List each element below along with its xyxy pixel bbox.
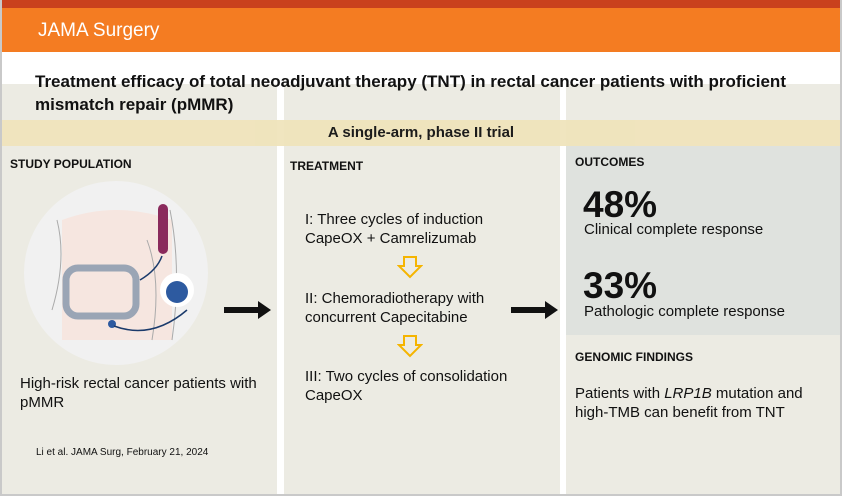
- population-heading: STUDY POPULATION: [10, 157, 132, 171]
- page-title: Treatment efficacy of total neoadjuvant …: [35, 72, 786, 114]
- journal-brand: JAMA Surgery: [38, 20, 160, 41]
- population-text: High-risk rectal cancer patients with pM…: [20, 375, 257, 411]
- outcome-label: Clinical complete response: [584, 221, 764, 238]
- outcomes-heading: OUTCOMES: [575, 155, 645, 169]
- genomic-text-post: mutation and high-TMB can benefit from T…: [575, 385, 803, 421]
- citation: Li et al. JAMA Surg, February 21, 2024: [36, 447, 209, 458]
- outcomes-box: [566, 146, 840, 335]
- journal-header: JAMA Surgery: [2, 8, 840, 52]
- treatment-heading: TREATMENT: [290, 159, 364, 173]
- top-stripe: [0, 0, 842, 8]
- gene-name: LRP1B: [664, 385, 712, 402]
- genomic-text: Patients with LRP1B mutation and high-TM…: [575, 384, 835, 422]
- down-arrow-icon: [397, 335, 423, 358]
- patient-illustration: [24, 181, 208, 365]
- down-arrow-icon: [397, 256, 423, 279]
- genomic-heading: GENOMIC FINDINGS: [575, 350, 694, 364]
- genomic-text-pre: Patients with: [575, 385, 665, 402]
- right-arrow-icon: [511, 301, 558, 319]
- treatment-step-1: I: Three cycles of induction CapeOX + Ca…: [305, 211, 484, 247]
- right-arrow-icon: [224, 301, 271, 319]
- outcome-value: 33%: [583, 265, 658, 306]
- treatment-panel: [284, 84, 560, 494]
- treatment-step-3: III: Two cycles of consolidation CapeOX: [305, 368, 508, 404]
- outcome-label: Pathologic complete response: [584, 303, 785, 320]
- outcome-value: 48%: [583, 184, 658, 225]
- trial-design-banner: A single-arm, phase II trial: [2, 120, 840, 146]
- treatment-step-2: II: Chemoradiotherapy with concurrent Ca…: [305, 290, 485, 326]
